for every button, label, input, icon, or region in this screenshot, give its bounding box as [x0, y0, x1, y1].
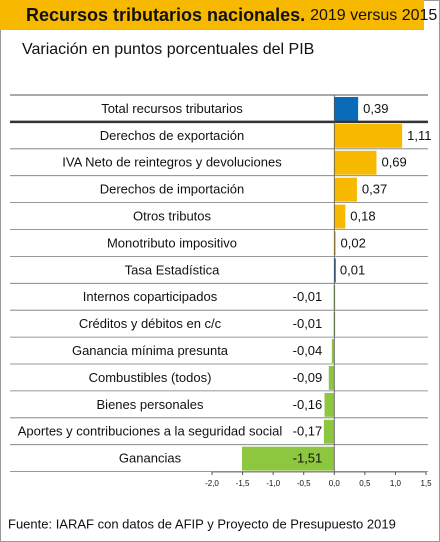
category-label: Aportes y contribuciones a la seguridad … [18, 424, 283, 439]
bar [334, 258, 336, 283]
x-tick-label: 1,5 [420, 479, 432, 488]
x-tick-label: 1,0 [390, 479, 402, 488]
bar [328, 366, 335, 390]
value-label: 0,18 [350, 208, 375, 223]
value-label: -0,17 [293, 424, 323, 439]
x-tick-label: 0,5 [359, 479, 371, 488]
bar [323, 419, 335, 444]
category-label: Internos coparticipados [83, 289, 218, 304]
x-tick-label: -0,5 [297, 479, 311, 488]
bar [334, 97, 359, 121]
category-label: Otros tributos [133, 208, 212, 223]
category-label: IVA Neto de reintegros y devoluciones [62, 155, 282, 170]
category-label: Total recursos tributarios [101, 101, 243, 116]
bar [334, 150, 377, 175]
value-label: -0,04 [293, 343, 323, 358]
category-label: Bienes personales [97, 397, 204, 412]
source: Fuente: IARAF con datos de AFIP y Proyec… [8, 516, 396, 531]
bar [334, 177, 357, 202]
value-label: 0,39 [363, 101, 388, 116]
value-label: 1,11 [407, 128, 431, 143]
value-label: -0,09 [293, 370, 323, 385]
value-label: -1,51 [293, 451, 323, 466]
category-label: Ganancias [119, 451, 182, 466]
category-label: Monotributo impositivo [107, 235, 237, 250]
value-label: -0,01 [293, 316, 323, 331]
bar [241, 446, 335, 471]
x-tick-label: -1,0 [266, 479, 280, 488]
category-label: Combustibles (todos) [89, 370, 212, 385]
title-note: 2019 versus 2015 [310, 7, 437, 24]
chart-title: Recursos tributarios nacionales. 2019 ver… [26, 5, 437, 25]
x-tick-label: -2,0 [205, 479, 219, 488]
bar [334, 123, 403, 148]
title-bar [0, 0, 424, 30]
category-label: Tasa Estadística [125, 262, 220, 277]
category-label: Créditos y débitos en c/c [79, 316, 222, 331]
category-label: Ganancia mínima presunta [72, 343, 229, 358]
bar [324, 392, 335, 417]
value-label: 0,37 [362, 182, 387, 197]
value-label: -0,01 [293, 289, 323, 304]
x-tick-label: -1,5 [236, 479, 250, 488]
bar [334, 204, 346, 229]
bar [331, 339, 335, 363]
value-label: 0,01 [340, 262, 365, 277]
value-label: 0,69 [381, 155, 406, 170]
title-main: Recursos tributarios nacionales. [26, 5, 305, 25]
value-label: 0,02 [341, 235, 366, 250]
category-label: Derechos de exportación [100, 128, 245, 143]
subtitle: Variación en puntos porcentuales del PIB [22, 41, 314, 58]
bar [334, 231, 336, 256]
x-tick-label: 0,0 [329, 479, 341, 488]
value-label: -0,16 [293, 397, 323, 412]
category-label: Derechos de importación [100, 182, 245, 197]
